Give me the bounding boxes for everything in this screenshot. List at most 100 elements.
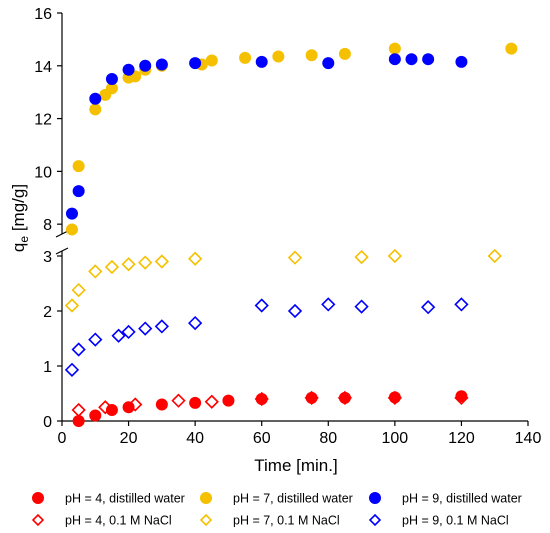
legend: pH = 4, distilled water pH = 7, distilled… <box>31 492 522 528</box>
y-axis-title-unit: [mg/g] <box>9 184 28 236</box>
legend-label: pH = 9, distilled water <box>402 492 522 506</box>
data-point <box>154 254 169 269</box>
data-point <box>72 185 85 198</box>
series-6 <box>64 297 469 377</box>
series-3 <box>65 53 468 220</box>
data-point <box>272 50 285 63</box>
data-point <box>322 57 335 70</box>
data-point <box>72 415 85 427</box>
data-point <box>105 82 118 95</box>
series-5 <box>64 248 502 313</box>
y-tick-label-lower: 1 <box>43 359 52 376</box>
data-point <box>171 393 186 408</box>
data-point <box>454 297 469 312</box>
data-point <box>455 390 468 403</box>
legend-label: pH = 7, distilled water <box>233 492 353 506</box>
data-point <box>454 390 469 406</box>
data-point <box>222 394 235 407</box>
x-tick-label: 40 <box>186 430 204 447</box>
data-point <box>338 391 351 404</box>
data-point <box>89 409 102 422</box>
data-point <box>64 298 80 313</box>
legend-marker <box>31 513 45 527</box>
data-point <box>105 404 118 416</box>
data-point <box>338 47 351 60</box>
data-point <box>255 55 268 68</box>
legend-label: pH = 7, 0.1 M NaCl <box>233 514 340 528</box>
data-point <box>387 390 402 406</box>
data-point <box>98 400 113 415</box>
data-point <box>128 397 143 412</box>
data-point <box>388 391 401 404</box>
data-point <box>188 251 203 266</box>
legend-item: pH = 7, 0.1 M NaCl <box>199 514 340 528</box>
data-point <box>89 92 102 105</box>
data-point <box>422 53 435 66</box>
x-axis-title: Time [min.] <box>254 456 337 475</box>
data-point <box>88 332 103 347</box>
x-tick-label: 80 <box>319 430 337 447</box>
data-point <box>89 103 102 116</box>
data-point <box>138 255 153 270</box>
data-point <box>65 223 78 236</box>
data-point <box>455 55 468 68</box>
x-tick-label: 20 <box>120 430 138 447</box>
data-point <box>205 54 218 67</box>
legend-item: pH = 9, 0.1 M NaCl <box>368 513 509 528</box>
data-point <box>204 394 219 409</box>
y-tick-label-upper: 12 <box>34 112 52 129</box>
data-point <box>154 319 169 334</box>
data-point <box>405 53 418 66</box>
data-point <box>121 324 136 340</box>
legend-item: pH = 7, distilled water <box>200 492 353 506</box>
data-point <box>388 42 401 55</box>
y-axis-title-main: q <box>9 243 28 252</box>
axis-break-mark <box>55 230 69 255</box>
axes <box>55 13 528 422</box>
legend-label: pH = 9, 0.1 M NaCl <box>402 514 509 528</box>
legend-marker <box>32 492 44 504</box>
data-point <box>421 300 436 315</box>
y-axis-title-subscript: e <box>17 236 31 243</box>
x-tick-label: 120 <box>448 430 475 447</box>
data-point <box>111 328 126 343</box>
data-point <box>287 303 303 319</box>
data-point <box>239 51 252 64</box>
data-point <box>321 297 336 312</box>
data-point <box>305 391 318 404</box>
data-point <box>188 315 203 331</box>
data-point <box>155 398 168 411</box>
data-point <box>139 59 152 72</box>
data-point <box>64 362 80 377</box>
y-tick-label-upper: 16 <box>34 6 52 23</box>
y-axis-title: qe [mg/g] <box>9 184 31 252</box>
data-point <box>122 401 135 414</box>
data-point <box>71 402 86 418</box>
data-point <box>505 42 518 55</box>
data-point <box>254 298 269 313</box>
y-tick-label-lower: 3 <box>43 249 52 266</box>
data-point <box>88 264 103 279</box>
data-point <box>105 72 118 85</box>
legend-marker <box>368 513 382 527</box>
series-4 <box>71 390 469 418</box>
y-tick-label-upper: 14 <box>34 59 52 76</box>
data-point <box>354 299 369 314</box>
y-tick-label-lower: 0 <box>43 414 52 431</box>
data-point <box>388 53 401 66</box>
data-point <box>189 57 202 70</box>
data-point <box>122 63 135 76</box>
data-point <box>387 248 402 264</box>
x-axis-ticks: 0 20 40 60 80 100 120 140 <box>58 421 541 447</box>
data-point <box>138 321 153 336</box>
legend-marker <box>200 492 212 504</box>
y-tick-label-upper: 8 <box>43 217 52 234</box>
data-point <box>72 160 85 173</box>
x-tick-label: 60 <box>253 430 271 447</box>
data-point <box>305 49 318 62</box>
data-point <box>71 282 86 298</box>
data-point <box>155 58 168 71</box>
data-point <box>254 391 269 407</box>
